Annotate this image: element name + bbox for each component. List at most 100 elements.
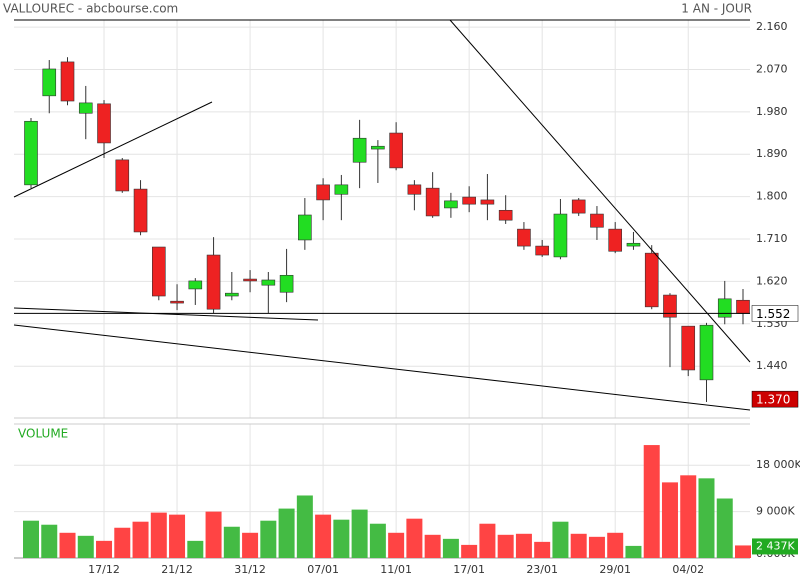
y-tick-label: 1.980 (756, 105, 788, 118)
volume-bar (278, 508, 295, 558)
candle-body (170, 300, 184, 304)
volume-bar (552, 521, 569, 558)
volume-bar (661, 482, 678, 558)
candle-body (425, 187, 440, 217)
volume-bar (59, 532, 76, 558)
volume-bar (716, 498, 733, 558)
volume-bar (315, 514, 332, 558)
candle-body (371, 145, 385, 150)
candle-body (206, 254, 221, 310)
candle-body (462, 196, 476, 205)
volume-bar (442, 538, 459, 558)
marker-label: 1.552 (756, 307, 790, 321)
volume-bar (461, 544, 478, 558)
candle-body (681, 325, 696, 371)
candle-body (480, 199, 495, 205)
volume-bar (698, 478, 715, 558)
volume-bar (41, 524, 58, 558)
y-tick-label: 2.160 (756, 20, 788, 33)
x-tick-label: 17/01 (453, 563, 485, 576)
candle-body (78, 102, 93, 114)
candle-body (352, 137, 367, 163)
volume-bar (223, 526, 240, 558)
volume-bar (625, 545, 642, 558)
candle-body (717, 298, 732, 318)
volume-bar (260, 520, 277, 558)
candle-body (115, 159, 130, 192)
volume-bar (333, 519, 350, 558)
candle-body (225, 292, 239, 297)
candle-body (626, 242, 641, 247)
marker-box (751, 305, 799, 322)
volume-bar (296, 495, 313, 558)
volume-bar (369, 523, 386, 558)
volume-value-box (752, 538, 798, 555)
candle-body (60, 61, 75, 102)
volume-bar (497, 534, 514, 558)
y-tick-label: 1.710 (756, 232, 788, 245)
volume-bar (424, 534, 441, 558)
y-tick-label: 1.440 (756, 359, 788, 372)
volume-bar (735, 545, 751, 558)
candle-body (571, 199, 586, 214)
candle-body (24, 120, 38, 186)
candle-body (535, 245, 549, 256)
candle-body (316, 184, 330, 201)
volume-tick-label: 18 000K (756, 458, 800, 471)
candle-body (608, 228, 623, 252)
candle-body (133, 188, 148, 233)
marker-label: 1.370 (756, 393, 790, 407)
candle-body (444, 200, 458, 209)
volume-bar (114, 527, 131, 558)
trend-line (13, 101, 213, 198)
y-tick-label: 1.800 (756, 190, 788, 203)
candle-body (151, 246, 166, 297)
candle-body (644, 252, 659, 308)
candle-body (279, 274, 294, 293)
y-tick-label: 1.890 (756, 147, 788, 160)
volume-value-label: 2 437K (756, 539, 795, 552)
y-tick-label: 2.070 (756, 62, 788, 75)
volume-bar (187, 540, 204, 558)
volume-bar (351, 509, 368, 558)
candle-body (590, 213, 604, 228)
candle-body (334, 184, 349, 195)
candle-body (407, 184, 422, 195)
volume-bar (77, 535, 94, 558)
volume-bar (607, 532, 624, 558)
volume-bar (534, 541, 551, 558)
volume-bar (680, 475, 697, 558)
x-tick-label: 07/01 (307, 563, 339, 576)
volume-bar (479, 523, 496, 558)
x-tick-label: 17/12 (88, 563, 120, 576)
volume-bar (169, 514, 186, 558)
x-tick-label: 04/02 (672, 563, 704, 576)
candle-body (553, 213, 568, 258)
candle-body (736, 299, 750, 314)
volume-bar (388, 532, 405, 558)
marker-box (751, 390, 799, 408)
chart-title: VALLOUREC - abcbourse.com (3, 2, 178, 16)
volume-bar (150, 512, 167, 558)
candle-body (261, 279, 276, 286)
volume-bar (132, 521, 149, 558)
volume-label: VOLUME (18, 427, 68, 441)
marks (14, 57, 751, 558)
x-tick-label: 23/01 (526, 563, 558, 576)
trend-lines (13, 19, 751, 411)
labels: 2.1602.0701.9801.8901.8001.7101.6201.530… (88, 20, 800, 576)
candle-body (243, 278, 257, 282)
volume-bar (588, 536, 605, 558)
candle-body (298, 214, 312, 241)
candle-body (188, 280, 203, 290)
x-tick-label: 21/12 (161, 563, 193, 576)
volume-bar (96, 540, 113, 558)
candle-body (699, 324, 714, 381)
volume-bar (406, 518, 423, 558)
trend-line (13, 307, 319, 321)
volume-bar (242, 532, 259, 558)
x-tick-label: 29/01 (599, 563, 631, 576)
